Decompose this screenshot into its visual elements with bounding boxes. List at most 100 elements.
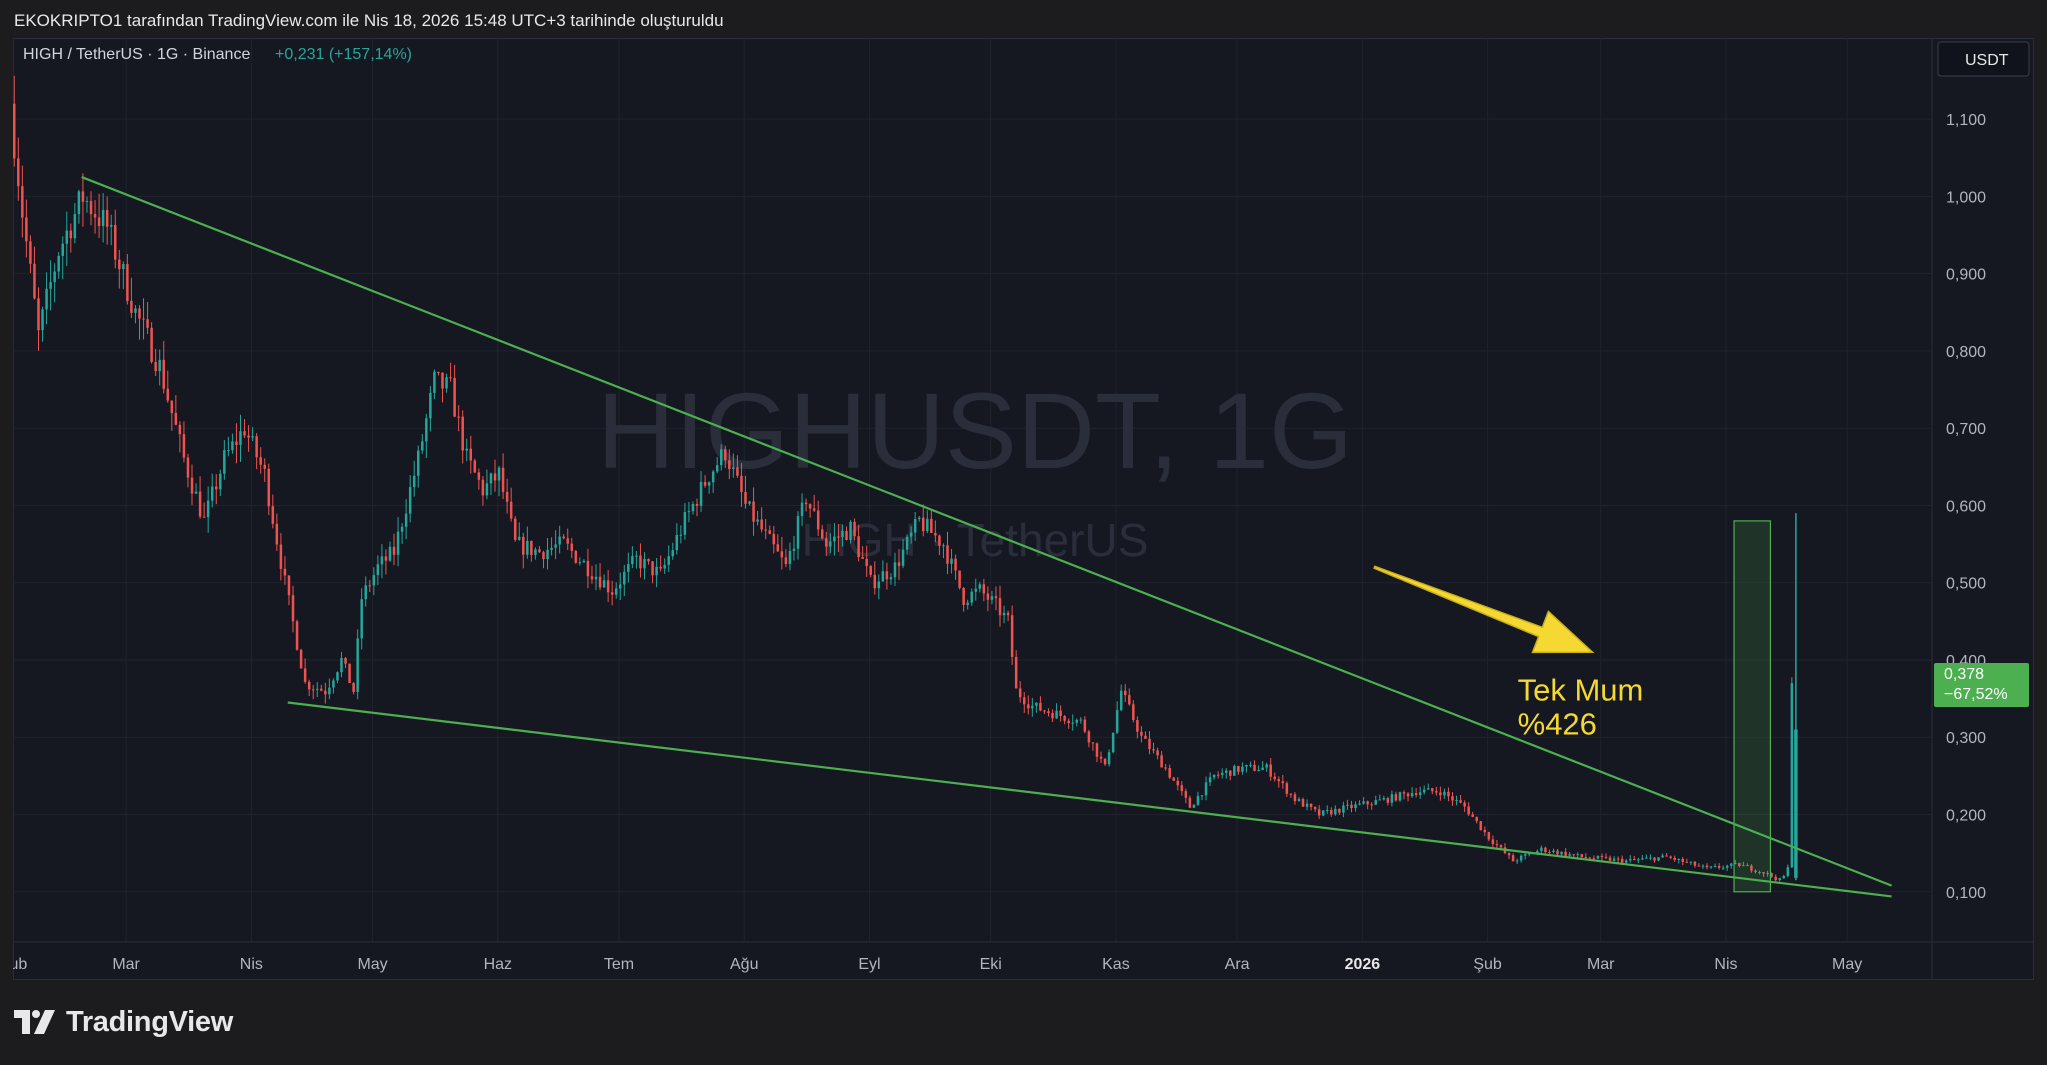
candle-body xyxy=(1095,743,1099,757)
candle-body xyxy=(186,457,190,478)
candle-body xyxy=(1087,731,1091,743)
candle-body xyxy=(736,467,739,476)
time-tick-label: Mar xyxy=(1587,956,1615,973)
candle-body xyxy=(477,472,481,480)
candle-body xyxy=(1018,688,1022,698)
candle-body xyxy=(562,536,565,539)
candles xyxy=(13,75,1798,884)
candle-body xyxy=(994,596,998,599)
candle-body xyxy=(1705,865,1709,868)
candlestick-chart[interactable]: HIGHUSDT, 1G HIGH · TetherUS Tek Mum%426… xyxy=(13,38,2034,980)
candle-body xyxy=(1245,764,1248,767)
candle-body xyxy=(227,450,230,452)
candle-body xyxy=(1051,713,1054,719)
candle-body xyxy=(109,225,113,227)
candle-body xyxy=(1717,866,1721,868)
candle-body xyxy=(1014,656,1018,689)
trendline-upper xyxy=(81,176,1893,887)
candle-body xyxy=(566,538,569,544)
candle-body xyxy=(534,549,537,555)
candle-body xyxy=(287,575,291,596)
candle-body xyxy=(311,689,315,691)
candle-body xyxy=(1709,866,1713,868)
candle-body xyxy=(505,491,509,502)
candle-body xyxy=(1479,821,1483,830)
candle-body xyxy=(138,308,141,319)
candle-body xyxy=(821,529,824,539)
candle-body xyxy=(1394,794,1398,801)
watermark-symbol: HIGHUSDT, 1G xyxy=(597,370,1353,491)
candle-body xyxy=(356,638,359,692)
candle-body xyxy=(384,556,388,561)
time-tick-label: Eyl xyxy=(858,956,880,973)
price-tick-label: 0,600 xyxy=(1946,498,1986,515)
candle-body xyxy=(364,585,367,600)
candle-body xyxy=(437,371,440,373)
candle-body xyxy=(202,516,206,518)
candle-body xyxy=(1010,615,1014,657)
candle-body xyxy=(1091,742,1095,744)
candle-body xyxy=(966,602,969,606)
candle-body xyxy=(546,549,549,560)
candle-body xyxy=(13,103,16,159)
currency-button-label[interactable]: USDT xyxy=(1965,52,2009,69)
candle-body xyxy=(1321,810,1325,816)
symbol-line[interactable]: HIGH / TetherUS · 1G · Binance xyxy=(23,46,250,63)
candle-body xyxy=(1119,690,1123,711)
candle-body xyxy=(263,464,266,469)
currency-button-frame[interactable] xyxy=(1937,41,2030,77)
candle-body xyxy=(1144,735,1147,739)
candle-body xyxy=(1596,856,1600,859)
candle-body xyxy=(25,217,28,242)
time-tick-label: Şub xyxy=(1473,956,1502,973)
time-axis[interactable]: Şub Mar Nis May Haz Tem Ağu Eyl Eki Kas Ara 2026 Şub… xyxy=(13,956,1862,973)
candle-body xyxy=(1269,764,1272,777)
candle-body xyxy=(675,534,679,551)
candle-body xyxy=(1031,705,1034,709)
candle-body xyxy=(982,584,986,594)
chart-caption: EKOKRIPTO1 tarafından TradingView.com il… xyxy=(0,0,2047,38)
candle-body xyxy=(162,359,165,389)
candle-body xyxy=(695,503,699,506)
candle-body xyxy=(1225,770,1228,773)
candle-body xyxy=(1297,799,1301,802)
candle-body xyxy=(639,555,642,569)
candle-body xyxy=(77,191,81,215)
candle-body xyxy=(687,511,691,513)
candle-body xyxy=(1701,865,1705,867)
candle-body xyxy=(889,577,893,580)
candle-body xyxy=(1128,695,1131,705)
candle-body xyxy=(1435,791,1438,793)
candle-body xyxy=(1790,683,1794,868)
candle-body xyxy=(485,483,489,496)
candle-body xyxy=(1746,865,1749,867)
candle-body xyxy=(1277,779,1281,782)
grid-lines xyxy=(13,38,1932,942)
candle-body xyxy=(1624,860,1628,863)
time-tick-label: 2026 xyxy=(1345,956,1381,973)
tradingview-logo[interactable]: TradingView xyxy=(14,1004,233,1040)
candle-body xyxy=(1261,767,1264,771)
candle-body xyxy=(897,562,901,566)
symbol-legend[interactable]: HIGH / TetherUS · 1G · Binance +0,231 (+… xyxy=(23,46,412,63)
candle-body xyxy=(1079,719,1083,721)
candle-body xyxy=(1358,803,1361,805)
candle-body xyxy=(118,259,121,270)
candle-body xyxy=(223,450,226,474)
candle-body xyxy=(449,377,452,379)
candle-body xyxy=(1471,814,1474,817)
candle-body xyxy=(1580,854,1584,858)
annotation-text-line: Tek Mum xyxy=(1518,672,1644,707)
candle-body xyxy=(1398,792,1402,801)
candle-body xyxy=(764,529,767,531)
price-axis[interactable]: 1,1001,0000,9000,8000,7000,6000,5000,400… xyxy=(1946,112,1986,902)
candle-body xyxy=(780,551,784,558)
candle-body xyxy=(522,536,525,555)
candle-body xyxy=(962,587,965,606)
currency-button[interactable]: USDT xyxy=(1937,41,2030,77)
candle-body xyxy=(905,536,909,550)
candle-body xyxy=(1059,710,1062,717)
candle-body xyxy=(1216,774,1220,776)
chart-panel[interactable] xyxy=(13,38,2034,980)
candle-body xyxy=(917,517,921,520)
